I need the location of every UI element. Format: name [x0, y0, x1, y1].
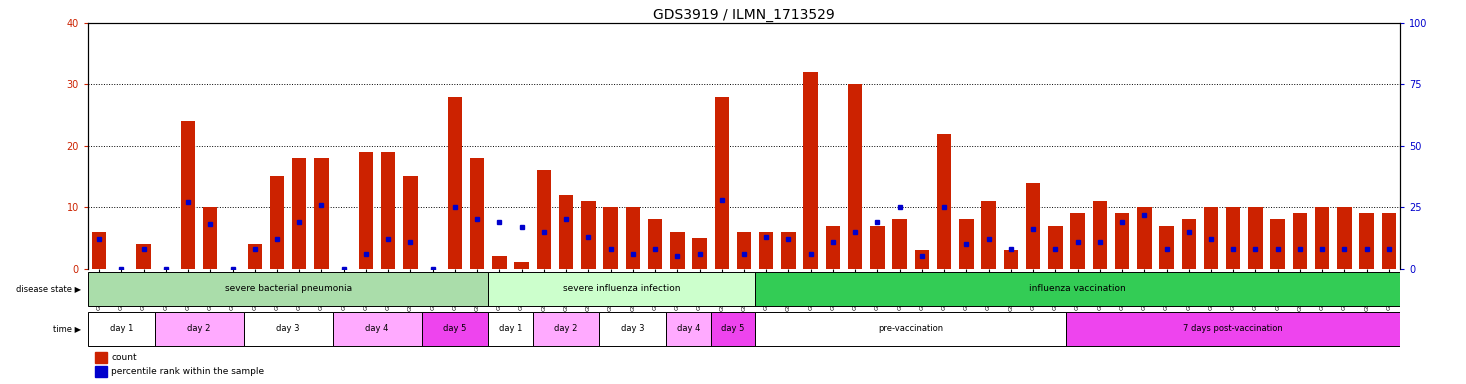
- Bar: [803, 72, 818, 268]
- Text: day 3: day 3: [622, 324, 645, 333]
- Bar: [1092, 201, 1107, 268]
- Bar: [532, 312, 600, 346]
- Bar: [1138, 207, 1151, 268]
- Bar: [493, 256, 507, 268]
- Bar: [1226, 207, 1240, 268]
- Bar: [1293, 214, 1308, 268]
- Bar: [537, 170, 551, 268]
- Text: severe influenza infection: severe influenza infection: [563, 284, 680, 293]
- Bar: [248, 244, 262, 268]
- Bar: [92, 232, 107, 268]
- Bar: [1182, 220, 1196, 268]
- Bar: [714, 97, 729, 268]
- Bar: [333, 312, 422, 346]
- Bar: [711, 312, 755, 346]
- Bar: [959, 220, 973, 268]
- Bar: [270, 177, 284, 268]
- Bar: [204, 207, 217, 268]
- Bar: [95, 352, 107, 363]
- Text: day 1: day 1: [110, 324, 133, 333]
- Bar: [1026, 183, 1041, 268]
- Bar: [937, 134, 951, 268]
- Text: day 4: day 4: [677, 324, 701, 333]
- Bar: [1160, 225, 1174, 268]
- Bar: [422, 312, 488, 346]
- Text: day 1: day 1: [498, 324, 522, 333]
- Title: GDS3919 / ILMN_1713529: GDS3919 / ILMN_1713529: [654, 8, 834, 22]
- Text: influenza vaccination: influenza vaccination: [1029, 284, 1126, 293]
- Bar: [1359, 214, 1374, 268]
- Bar: [825, 225, 840, 268]
- Bar: [559, 195, 573, 268]
- Bar: [136, 244, 151, 268]
- Bar: [1070, 214, 1085, 268]
- Text: day 2: day 2: [554, 324, 578, 333]
- Bar: [692, 238, 707, 268]
- Text: day 4: day 4: [365, 324, 388, 333]
- Bar: [1381, 214, 1396, 268]
- Bar: [314, 158, 328, 268]
- Text: day 3: day 3: [277, 324, 301, 333]
- Bar: [1248, 207, 1262, 268]
- Text: severe bacterial pneumonia: severe bacterial pneumonia: [224, 284, 352, 293]
- Bar: [755, 312, 1066, 346]
- Bar: [781, 232, 796, 268]
- Bar: [600, 312, 666, 346]
- Bar: [155, 312, 243, 346]
- Bar: [1337, 207, 1352, 268]
- Bar: [1048, 225, 1063, 268]
- Text: percentile rank within the sample: percentile rank within the sample: [111, 367, 264, 376]
- Bar: [403, 177, 418, 268]
- Bar: [488, 272, 755, 306]
- Bar: [581, 201, 595, 268]
- Bar: [847, 84, 862, 268]
- Bar: [626, 207, 641, 268]
- Text: count: count: [111, 353, 136, 362]
- Bar: [666, 312, 711, 346]
- Bar: [95, 366, 107, 377]
- Text: 7 days post-vaccination: 7 days post-vaccination: [1183, 324, 1283, 333]
- Bar: [1315, 207, 1330, 268]
- Bar: [1204, 207, 1218, 268]
- Bar: [648, 220, 663, 268]
- Bar: [670, 232, 685, 268]
- Bar: [755, 272, 1400, 306]
- Bar: [471, 158, 484, 268]
- Bar: [981, 201, 995, 268]
- Bar: [759, 232, 774, 268]
- Text: day 5: day 5: [721, 324, 745, 333]
- Bar: [915, 250, 929, 268]
- Bar: [1004, 250, 1017, 268]
- Bar: [1271, 220, 1284, 268]
- Bar: [88, 312, 155, 346]
- Text: day 2: day 2: [188, 324, 211, 333]
- Bar: [515, 262, 529, 268]
- Bar: [488, 312, 532, 346]
- Bar: [737, 232, 751, 268]
- Bar: [381, 152, 396, 268]
- Bar: [359, 152, 374, 268]
- Bar: [243, 312, 333, 346]
- Bar: [893, 220, 907, 268]
- Bar: [180, 121, 195, 268]
- Bar: [1066, 312, 1400, 346]
- Bar: [292, 158, 306, 268]
- Bar: [447, 97, 462, 268]
- Bar: [1114, 214, 1129, 268]
- Text: pre-vaccination: pre-vaccination: [878, 324, 943, 333]
- Bar: [88, 272, 488, 306]
- Text: day 5: day 5: [443, 324, 466, 333]
- Bar: [604, 207, 617, 268]
- Bar: [871, 225, 884, 268]
- Text: time ▶: time ▶: [53, 324, 82, 333]
- Text: disease state ▶: disease state ▶: [16, 284, 82, 293]
